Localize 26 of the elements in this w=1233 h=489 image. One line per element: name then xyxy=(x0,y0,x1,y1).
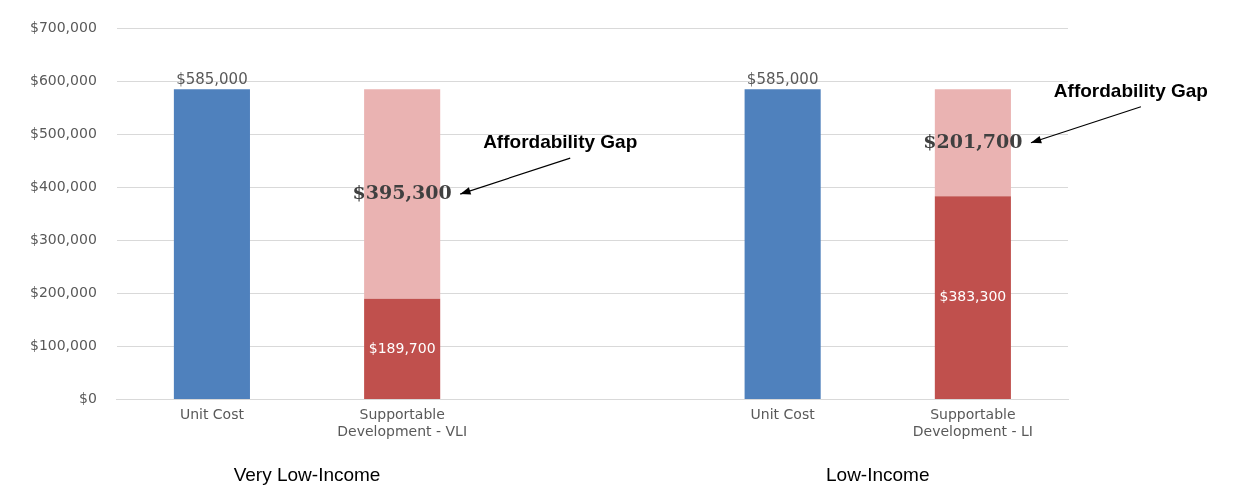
x-tick-label: Unit Cost xyxy=(750,406,816,423)
data-label: $383,300 xyxy=(939,288,1007,305)
x-tick-label: Supportable Development - LI xyxy=(912,406,1033,440)
y-tick-label: $500,000 xyxy=(29,125,97,142)
x-tick-label: Unit Cost xyxy=(179,406,245,423)
data-label: $189,700 xyxy=(368,339,436,356)
y-tick-label: $400,000 xyxy=(29,178,97,195)
annotation: Affordability Gap xyxy=(1053,79,1208,101)
y-tick-label: $600,000 xyxy=(29,72,97,89)
annotation: Affordability Gap xyxy=(483,130,638,152)
bar xyxy=(744,89,821,399)
bar xyxy=(364,298,441,399)
text: Low-Income xyxy=(826,464,930,486)
y-tick-label: $700,000 xyxy=(29,19,97,36)
y-tick-label: $0 xyxy=(78,390,97,407)
data-label: $585,000 xyxy=(176,69,248,88)
data-label: $395,300 xyxy=(352,181,452,204)
bar xyxy=(934,196,1011,399)
y-tick-label: $300,000 xyxy=(29,231,97,248)
data-label: $201,700 xyxy=(923,129,1023,152)
y-tick-label: $200,000 xyxy=(29,284,97,301)
data-label: $585,000 xyxy=(746,69,819,88)
y-tick-label: $100,000 xyxy=(29,337,97,354)
text: Very Low-Income xyxy=(233,464,381,486)
x-tick-label: Supportable Development - VLI xyxy=(337,406,468,440)
bar xyxy=(173,89,250,399)
